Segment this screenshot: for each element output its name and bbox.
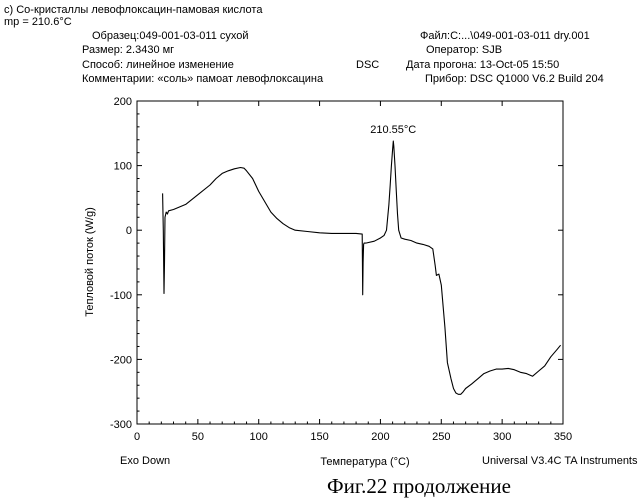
y-tick-label: 100: [114, 161, 132, 173]
y-tick-label: 200: [114, 96, 132, 108]
dsc-chart: 0 50 100 150 200 250 300 350 -300 -200 -100 0 100 200…: [0, 0, 643, 500]
exo-direction: Exo Down: [120, 455, 170, 468]
y-tick-label: -300: [110, 419, 132, 431]
x-tick-label: 0: [134, 431, 140, 443]
y-tick-label: -200: [110, 354, 132, 366]
heat-flow-curve: [163, 141, 561, 394]
x-tick-label: 50: [192, 431, 204, 443]
x-tick-label: 300: [493, 431, 511, 443]
x-tick-label: 100: [250, 431, 268, 443]
x-axis-label: Температура (°C): [320, 456, 409, 468]
y-tick-label: -100: [110, 290, 132, 302]
y-tick-label: 0: [126, 225, 132, 237]
x-tick-label: 200: [371, 431, 389, 443]
figure-caption: Фиг.22 продолжение: [327, 474, 511, 498]
plot-frame: [137, 101, 563, 424]
x-tick-label: 250: [432, 431, 450, 443]
y-axis-label: Тепловой поток (W/g): [84, 207, 96, 317]
peak-annotation: 210.55°C: [370, 124, 416, 136]
software-version: Universal V3.4C TA Instruments: [482, 455, 638, 468]
x-tick-label: 350: [554, 431, 572, 443]
x-tick-label: 150: [310, 431, 328, 443]
